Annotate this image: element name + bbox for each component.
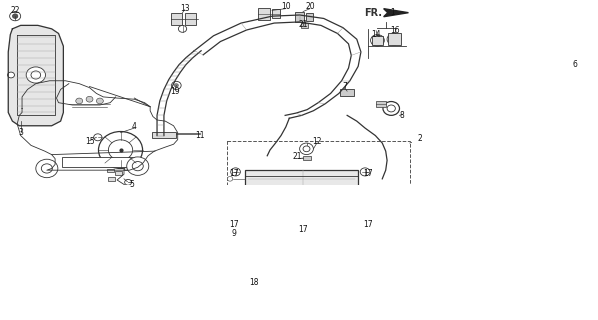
Bar (115, 171, 122, 175)
Circle shape (96, 98, 103, 104)
Circle shape (264, 280, 268, 283)
Text: 9: 9 (232, 229, 237, 238)
Circle shape (300, 143, 313, 155)
Bar (185, 13, 196, 25)
Circle shape (303, 146, 310, 152)
Text: 2: 2 (418, 134, 423, 143)
Polygon shape (565, 68, 596, 107)
Circle shape (8, 72, 14, 78)
Text: 19: 19 (170, 87, 180, 96)
Bar (559, 99, 570, 107)
Text: 12: 12 (312, 137, 322, 146)
Text: 21: 21 (298, 20, 308, 29)
Text: 7: 7 (342, 82, 347, 91)
Circle shape (174, 84, 178, 87)
Text: 17: 17 (230, 220, 239, 229)
Bar (340, 89, 354, 96)
Bar (295, 12, 304, 22)
Circle shape (99, 132, 142, 168)
Circle shape (360, 220, 370, 228)
Bar (272, 9, 280, 19)
Circle shape (371, 35, 385, 46)
Text: 11: 11 (195, 131, 205, 140)
Circle shape (13, 14, 18, 19)
Bar (258, 8, 270, 20)
Text: 14: 14 (371, 30, 381, 39)
Circle shape (360, 168, 370, 176)
Text: 18: 18 (249, 278, 258, 287)
Circle shape (249, 254, 263, 265)
Bar (372, 36, 383, 45)
Circle shape (563, 108, 575, 118)
Text: 8: 8 (400, 111, 405, 120)
Text: 1: 1 (390, 8, 395, 17)
Circle shape (86, 96, 93, 102)
Bar (376, 101, 386, 107)
Circle shape (178, 25, 187, 32)
Circle shape (31, 71, 41, 79)
Circle shape (132, 162, 144, 171)
Bar (306, 13, 313, 21)
Polygon shape (8, 25, 63, 126)
Bar (171, 13, 182, 25)
Text: 15: 15 (85, 137, 94, 146)
Circle shape (231, 220, 240, 228)
Circle shape (244, 249, 269, 270)
Bar (227, 141, 410, 274)
Text: 3: 3 (18, 128, 23, 137)
Bar (301, 23, 308, 28)
Bar (389, 34, 401, 45)
Circle shape (124, 180, 132, 185)
Circle shape (127, 157, 149, 175)
Circle shape (172, 81, 181, 89)
Bar (151, 132, 176, 139)
Text: 22: 22 (10, 6, 20, 15)
Circle shape (76, 98, 83, 104)
Circle shape (94, 134, 102, 141)
Text: 13: 13 (180, 4, 190, 12)
Circle shape (298, 224, 308, 232)
Circle shape (231, 168, 240, 176)
Bar (107, 169, 114, 172)
Text: 17: 17 (298, 225, 308, 234)
Circle shape (227, 177, 233, 181)
Polygon shape (240, 231, 289, 277)
Circle shape (36, 159, 58, 178)
Text: 10: 10 (281, 3, 291, 12)
Text: 16: 16 (390, 26, 400, 35)
Circle shape (227, 211, 233, 216)
Bar (62, 157, 141, 167)
Circle shape (261, 277, 271, 285)
Circle shape (227, 188, 233, 193)
Bar (245, 170, 358, 225)
Bar (108, 177, 115, 180)
Circle shape (387, 34, 401, 45)
Text: 21: 21 (293, 152, 303, 161)
Text: 6: 6 (573, 60, 578, 69)
Circle shape (41, 164, 53, 173)
Text: 17: 17 (364, 169, 373, 178)
Text: FR.: FR. (364, 8, 382, 18)
Bar (573, 97, 585, 107)
Circle shape (227, 200, 233, 204)
Circle shape (26, 67, 45, 83)
Text: 17: 17 (364, 220, 373, 229)
Circle shape (387, 105, 395, 112)
Text: 17: 17 (230, 169, 239, 178)
Circle shape (383, 101, 399, 116)
Text: 20: 20 (305, 3, 315, 12)
Text: 4: 4 (132, 123, 137, 132)
Circle shape (10, 12, 21, 21)
Bar (303, 156, 312, 160)
Bar (124, 167, 131, 170)
Polygon shape (384, 9, 408, 17)
Text: 5: 5 (130, 180, 135, 189)
Circle shape (108, 140, 133, 160)
